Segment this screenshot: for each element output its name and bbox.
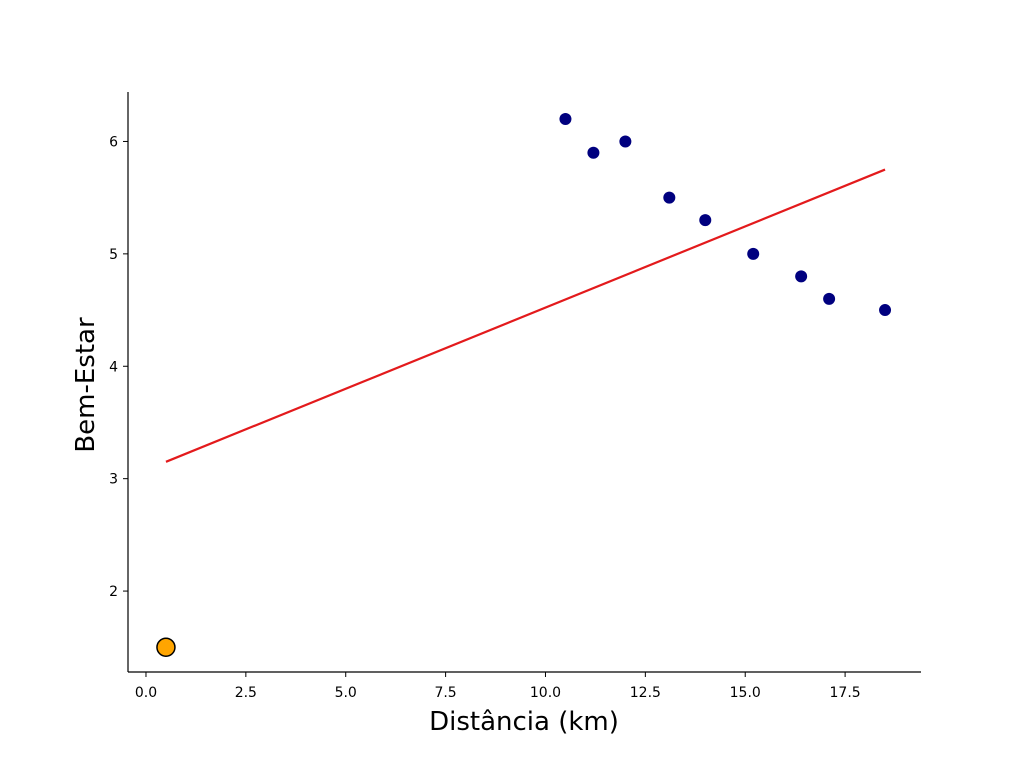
x-tick-label: 0.0 bbox=[135, 685, 157, 701]
regression-line bbox=[165, 168, 886, 463]
data-point bbox=[619, 135, 632, 148]
y-ticks: 2 3 4 5 6 bbox=[109, 134, 128, 600]
y-tick-label: 6 bbox=[109, 134, 118, 150]
data-point bbox=[795, 270, 808, 283]
x-tick-label: 10.0 bbox=[530, 685, 561, 701]
x-tick-label: 15.0 bbox=[730, 685, 761, 701]
x-axis-label: Distância (km) bbox=[429, 707, 619, 737]
x-tick-label: 12.5 bbox=[630, 685, 661, 701]
outlier-point bbox=[156, 637, 176, 658]
data-point bbox=[587, 146, 600, 159]
x-tick-label: 2.5 bbox=[235, 685, 257, 701]
x-ticks: 0.0 2.5 5.0 7.5 10.0 12.5 15.0 17.5 bbox=[135, 672, 861, 701]
plot-area bbox=[156, 112, 892, 658]
x-tick-label: 5.0 bbox=[335, 685, 357, 701]
data-point bbox=[559, 112, 572, 125]
y-tick-label: 3 bbox=[109, 472, 118, 488]
data-point bbox=[663, 191, 676, 204]
data-point bbox=[823, 292, 836, 305]
data-point bbox=[879, 304, 892, 317]
y-tick-label: 5 bbox=[109, 247, 118, 263]
y-tick-label: 2 bbox=[109, 584, 118, 600]
x-tick-label: 7.5 bbox=[434, 685, 456, 701]
x-tick-label: 17.5 bbox=[830, 685, 861, 701]
data-point bbox=[747, 247, 760, 260]
data-point bbox=[699, 214, 712, 227]
y-tick-label: 4 bbox=[109, 359, 118, 375]
y-axis-label: Bem-Estar bbox=[71, 317, 101, 453]
